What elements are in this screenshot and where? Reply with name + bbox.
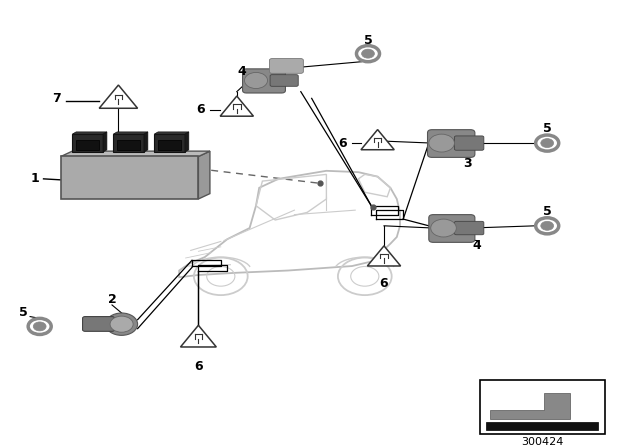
- Bar: [113, 134, 144, 152]
- Circle shape: [536, 135, 559, 151]
- Bar: [117, 140, 140, 150]
- Circle shape: [536, 218, 559, 234]
- Text: 4: 4: [472, 239, 481, 252]
- FancyBboxPatch shape: [429, 215, 475, 242]
- Circle shape: [110, 316, 133, 332]
- Polygon shape: [490, 392, 570, 419]
- Text: 6: 6: [380, 277, 388, 290]
- Polygon shape: [99, 85, 138, 108]
- FancyBboxPatch shape: [269, 59, 303, 73]
- Bar: [61, 156, 198, 199]
- Polygon shape: [220, 96, 253, 116]
- Polygon shape: [113, 132, 148, 134]
- Circle shape: [541, 221, 554, 230]
- FancyBboxPatch shape: [83, 317, 115, 332]
- Bar: [158, 140, 181, 150]
- Bar: [480, 380, 605, 434]
- Circle shape: [28, 319, 51, 335]
- Polygon shape: [154, 132, 189, 134]
- Text: 6: 6: [339, 137, 347, 150]
- Text: 300424: 300424: [521, 437, 564, 447]
- Text: 1: 1: [31, 172, 40, 185]
- Text: 5: 5: [19, 306, 28, 319]
- Circle shape: [431, 219, 456, 237]
- Bar: [154, 134, 185, 152]
- Text: 6: 6: [196, 103, 205, 116]
- Polygon shape: [367, 246, 401, 266]
- Circle shape: [33, 322, 46, 331]
- Polygon shape: [144, 132, 148, 152]
- Text: 6: 6: [194, 360, 203, 373]
- FancyBboxPatch shape: [454, 136, 484, 150]
- Bar: [486, 422, 598, 430]
- Polygon shape: [198, 151, 210, 199]
- Text: 7: 7: [52, 92, 61, 105]
- Text: 5: 5: [543, 122, 552, 135]
- Polygon shape: [180, 325, 216, 347]
- Text: 5: 5: [364, 34, 372, 47]
- Polygon shape: [361, 129, 394, 150]
- Circle shape: [106, 313, 138, 336]
- Polygon shape: [72, 132, 107, 134]
- Text: 5: 5: [543, 205, 552, 218]
- FancyBboxPatch shape: [454, 221, 484, 235]
- FancyBboxPatch shape: [243, 69, 285, 93]
- FancyBboxPatch shape: [428, 129, 475, 157]
- Circle shape: [362, 49, 374, 58]
- Bar: [76, 140, 99, 150]
- Bar: [72, 134, 103, 152]
- Text: 2: 2: [108, 293, 116, 306]
- Polygon shape: [185, 132, 189, 152]
- Text: 4: 4: [237, 65, 246, 78]
- Circle shape: [429, 134, 454, 152]
- FancyBboxPatch shape: [270, 75, 298, 86]
- Polygon shape: [103, 132, 107, 152]
- Circle shape: [541, 138, 554, 147]
- Polygon shape: [61, 151, 210, 156]
- Circle shape: [356, 46, 380, 62]
- Circle shape: [244, 73, 268, 89]
- Text: 3: 3: [463, 157, 472, 170]
